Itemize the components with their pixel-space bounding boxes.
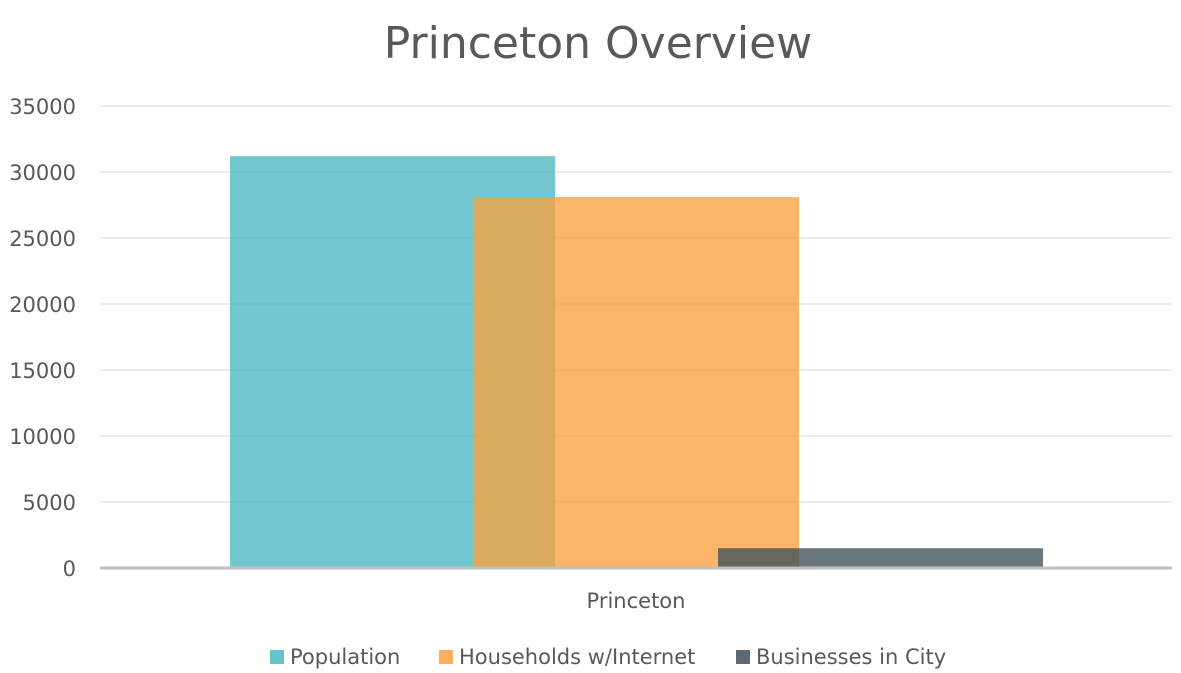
x-category-label: Princeton — [587, 589, 686, 613]
y-tick-label: 35000 — [9, 95, 76, 119]
y-tick-label: 25000 — [9, 227, 76, 251]
chart-title: Princeton Overview — [384, 18, 812, 69]
legend-swatch — [439, 650, 453, 664]
legend-swatch — [270, 650, 284, 664]
y-tick-label: 10000 — [9, 425, 76, 449]
legend-swatch — [736, 650, 750, 664]
legend-label: Businesses in City — [756, 645, 946, 669]
bars — [230, 156, 1043, 568]
y-axis-ticks: 0 5000 10000 15000 20000 25000 30000 35000 — [9, 95, 76, 581]
legend: Population Households w/Internet Businesse… — [270, 645, 946, 669]
bar-households-w-internet — [474, 197, 799, 568]
y-tick-label: 15000 — [9, 359, 76, 383]
legend-item: Businesses in City — [736, 645, 946, 669]
y-tick-label: 30000 — [9, 161, 76, 185]
y-tick-label: 20000 — [9, 293, 76, 317]
x-axis-categories: Princeton — [587, 589, 686, 613]
bar-businesses-in-city — [718, 548, 1043, 568]
legend-item: Households w/Internet — [439, 645, 695, 669]
y-tick-label: 5000 — [23, 491, 76, 515]
legend-label: Households w/Internet — [459, 645, 695, 669]
legend-item: Population — [270, 645, 400, 669]
y-tick-label: 0 — [63, 557, 76, 581]
legend-label: Population — [290, 645, 400, 669]
